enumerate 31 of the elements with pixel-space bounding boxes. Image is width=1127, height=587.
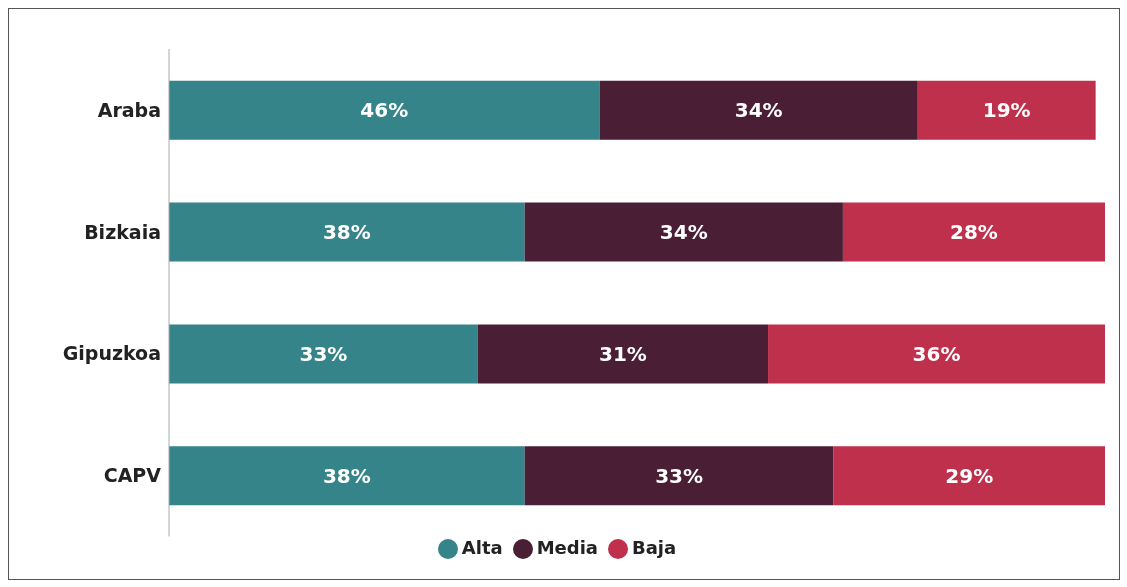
bar	[833, 446, 1105, 506]
bar	[842, 202, 1105, 262]
data-label: 36%	[912, 341, 961, 366]
y-tick-label: Gipuzkoa	[62, 342, 161, 365]
bar	[169, 446, 525, 506]
legend-label: Media	[536, 536, 598, 558]
y-tick-label: Bizkaia	[84, 220, 161, 243]
y-tick-label: Araba	[97, 98, 161, 121]
bar	[917, 80, 1096, 140]
data-label: 46%	[360, 98, 409, 123]
bar	[169, 202, 525, 262]
data-label: 38%	[322, 220, 371, 245]
data-label: 19%	[982, 98, 1031, 123]
data-label: 34%	[734, 98, 783, 123]
data-label: 34%	[659, 220, 708, 245]
bar	[599, 80, 918, 140]
bar	[477, 324, 769, 384]
data-label: 33%	[299, 341, 348, 366]
bar	[768, 324, 1105, 384]
legend-label: Alta	[461, 536, 503, 558]
data-label: 29%	[945, 463, 994, 488]
bar	[169, 80, 600, 140]
bar	[169, 324, 478, 384]
bar	[524, 446, 834, 506]
data-label: 28%	[950, 220, 998, 245]
bar	[524, 202, 843, 262]
legend-label: Baja	[632, 536, 677, 558]
y-tick-label: CAPV	[103, 464, 162, 487]
data-label: 33%	[655, 463, 704, 488]
data-label: 31%	[599, 341, 647, 366]
data-label: 38%	[322, 463, 371, 488]
